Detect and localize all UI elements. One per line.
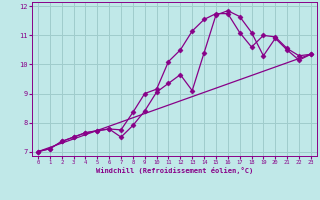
X-axis label: Windchill (Refroidissement éolien,°C): Windchill (Refroidissement éolien,°C) xyxy=(96,167,253,174)
